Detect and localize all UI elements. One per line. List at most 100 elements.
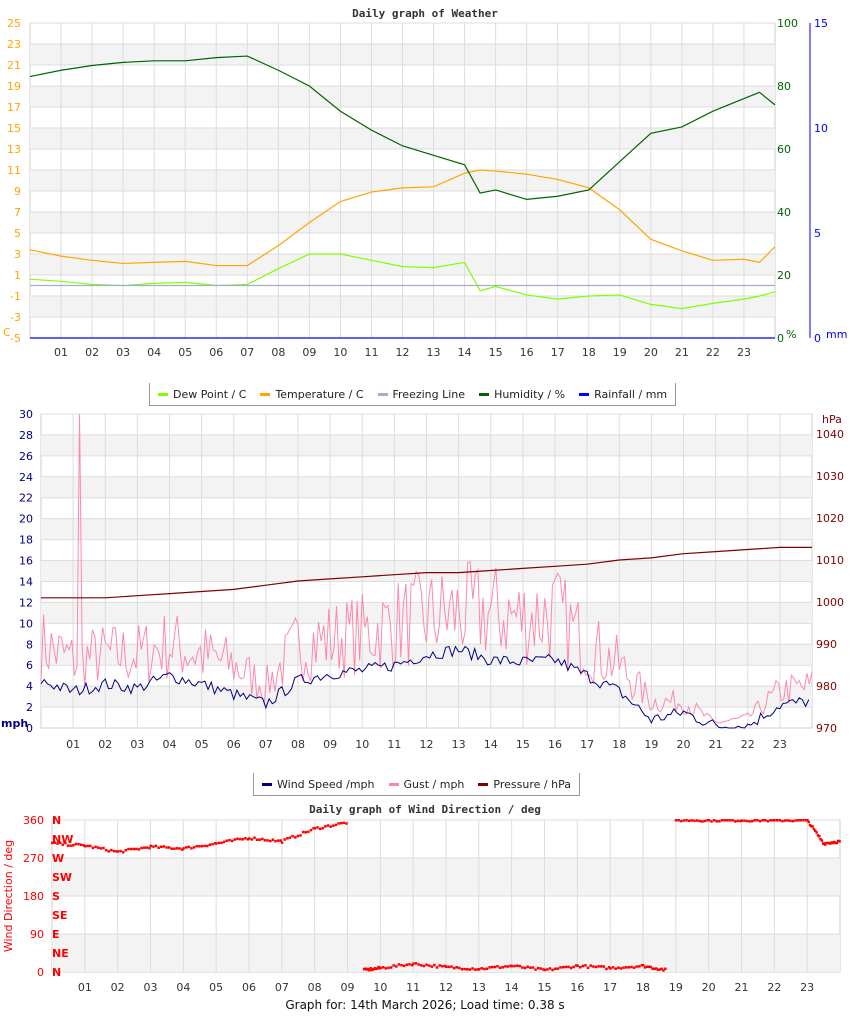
wind-direction-point	[241, 838, 244, 841]
y-tick-label: 6	[26, 659, 33, 672]
wind-direction-point	[825, 841, 828, 845]
wind-direction-point	[293, 836, 297, 839]
x-tick-label: 11	[364, 346, 378, 359]
wind-direction-point	[731, 819, 734, 822]
chart-title: Daily graph of Weather	[352, 7, 498, 20]
x-tick-label: 08	[291, 738, 305, 751]
wind-direction-point	[83, 844, 87, 848]
wind-direction-point	[64, 841, 67, 845]
wind-direction-point	[829, 842, 832, 845]
y-tick-label: 22	[19, 492, 33, 505]
wind-direction-point	[115, 850, 118, 853]
y-tick-label: 23	[7, 38, 21, 51]
y-axis-label: Wind Direction / deg	[2, 840, 15, 952]
wind-direction-point	[455, 966, 459, 969]
y-tick-label: 20	[19, 513, 33, 526]
wind-direction-point	[154, 844, 158, 848]
wind-direction-point	[369, 967, 372, 970]
wind-direction-point	[79, 843, 83, 847]
wind-direction-point	[374, 967, 378, 971]
x-tick-label: 08	[271, 346, 285, 359]
wind-direction-point	[764, 819, 767, 822]
x-tick-label: 15	[489, 346, 503, 359]
x-tick-label: 14	[484, 738, 498, 751]
legend-swatch	[158, 393, 168, 396]
wind-direction-point	[389, 966, 393, 969]
wind-direction-point	[195, 844, 198, 848]
x-tick-label: 05	[178, 346, 192, 359]
wind-direction-point	[594, 965, 598, 969]
wind-direction-point	[58, 841, 62, 845]
wind-direction-point	[498, 966, 502, 970]
wind-direction-point	[654, 967, 658, 970]
wind-direction-point	[529, 966, 532, 969]
series-temperature	[29, 169, 776, 267]
x-tick-label: 20	[644, 346, 658, 359]
wind-direction-point	[463, 967, 466, 971]
wind-direction-point	[433, 963, 436, 967]
wind-direction-point	[680, 819, 683, 823]
wind-direction-point	[706, 819, 709, 822]
x-tick-label: 06	[209, 346, 223, 359]
x-tick-label: 16	[570, 981, 584, 994]
y-tick-label: 13	[7, 143, 21, 156]
wind-direction-point	[773, 819, 776, 822]
legend-item: Rainfall / mm	[579, 388, 667, 401]
wind-direction-point	[635, 965, 638, 968]
wind-direction-point	[483, 967, 486, 971]
wind-direction-point	[288, 836, 292, 839]
x-tick-label: 06	[242, 981, 256, 994]
wind-direction-point	[61, 843, 65, 846]
wind-direction-point	[638, 965, 641, 968]
y-tick-label: -1	[10, 290, 21, 303]
wind-direction-point	[643, 966, 647, 969]
wind-direction-point	[362, 967, 366, 971]
wind-direction-point	[208, 843, 212, 847]
wind-direction-point	[309, 828, 313, 832]
y-tick-label: -5	[10, 332, 21, 345]
wind-direction-point	[521, 966, 524, 969]
wind-direction-point	[148, 847, 151, 850]
wind-direction-point	[192, 846, 196, 849]
series-humidity	[29, 55, 776, 201]
wind-direction-point	[452, 966, 456, 970]
wind-direction-point	[766, 819, 770, 823]
wind-direction-point	[339, 821, 343, 825]
y-tick-label: 11	[7, 164, 21, 177]
wind-direction-point	[614, 967, 617, 970]
wind-direction-point	[710, 820, 713, 823]
wind-direction-point	[651, 967, 654, 970]
wind-direction-point	[119, 849, 122, 853]
x-tick-label: 10	[355, 738, 369, 751]
wind-direction-point	[564, 965, 568, 969]
wind-direction-point	[822, 842, 826, 845]
wind-direction-point	[187, 845, 191, 849]
compass-label: N	[52, 966, 61, 979]
wind-direction-point	[477, 967, 481, 971]
y-tick-label: 21	[7, 59, 21, 72]
wind-legend: Wind Speed /mph Gust / mph Pressure / hPa	[253, 773, 580, 796]
wind-direction-point	[205, 844, 209, 848]
y-unit-right: hPa	[822, 413, 842, 426]
wind-direction-point	[518, 964, 522, 968]
y-tick-label: 40	[777, 206, 791, 219]
wind-direction-point	[576, 964, 579, 968]
wind-direction-point	[376, 967, 379, 970]
wind-direction-point	[753, 819, 757, 822]
wind-direction-point	[740, 819, 743, 822]
legend-swatch	[479, 393, 490, 396]
x-tick-label: 12	[396, 346, 410, 359]
compass-label: W	[52, 852, 64, 865]
y-tick-label: 3	[14, 248, 21, 261]
wind-direction-point	[513, 964, 516, 968]
y-tick-label: 0	[814, 332, 821, 345]
wind-direction-point	[372, 968, 375, 971]
wind-direction-point	[91, 846, 95, 850]
wind-direction-point	[806, 819, 809, 822]
y-tick-label: 16	[19, 555, 33, 568]
y-tick-label: 0	[26, 722, 33, 735]
wind-direction-point	[658, 968, 662, 971]
x-tick-label: 14	[505, 981, 519, 994]
series-dew	[29, 253, 776, 310]
wind-direction-point	[261, 837, 264, 841]
